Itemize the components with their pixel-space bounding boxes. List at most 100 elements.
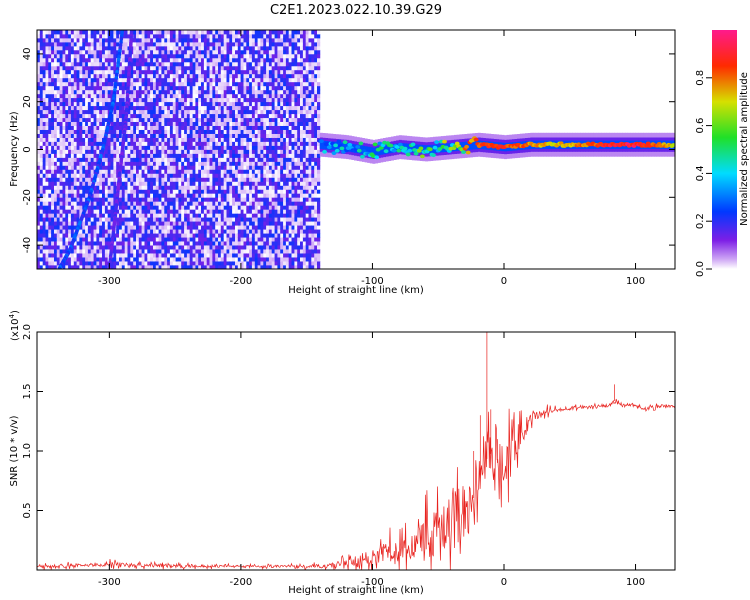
spectrogram-cell (172, 261, 177, 266)
spectrogram-cell (42, 97, 46, 103)
spectrogram-cell (206, 125, 210, 130)
spectrogram-cell (133, 69, 137, 75)
spectrogram-cell (153, 161, 157, 166)
spectrogram-cell (260, 45, 264, 51)
spectrogram-cell (229, 30, 233, 35)
spectrogram-cell (257, 129, 261, 134)
spectrogram-cell (54, 161, 58, 166)
spectrogram-cell (164, 201, 168, 206)
spectrogram-cell (181, 117, 185, 122)
spectrogram-cell (223, 45, 227, 51)
spectrogram-cell (133, 157, 137, 162)
spectrogram-cell (39, 133, 44, 138)
spectrogram-cell (206, 193, 210, 198)
spectrogram-cell (116, 153, 120, 158)
spectrogram-cell (237, 265, 242, 269)
spectrogram-cell (87, 141, 92, 146)
spectrogram-cell (54, 221, 58, 226)
spectrogram-cell (181, 93, 185, 99)
spectrogram-cell (124, 65, 128, 71)
spectrogram-cell (147, 89, 151, 95)
spectrogram-cell (198, 213, 202, 218)
spectrogram-cell (178, 205, 182, 210)
spectrogram-cell (121, 65, 126, 71)
spectrogram-cell (161, 133, 165, 138)
spectrogram-cell (184, 85, 188, 91)
spectrogram-cell (206, 249, 210, 254)
spectrogram-cell (172, 65, 177, 71)
spectrogram-cell (223, 185, 227, 190)
spectrogram-cell (150, 69, 154, 75)
spectrogram-cell (124, 45, 128, 51)
spectrogram-cell (147, 225, 151, 230)
spectrogram-cell (184, 133, 188, 138)
spectrogram-cell (121, 237, 126, 242)
spectrogram-cell (62, 49, 66, 55)
spectrogram-cell (212, 121, 216, 126)
spectrogram-cell (153, 249, 157, 254)
spectrogram-cell (226, 53, 230, 59)
spectrogram-cell (184, 249, 188, 254)
spectrogram-cell (186, 169, 191, 174)
spectrogram-cell (235, 185, 239, 190)
spectrogram-cell (144, 141, 148, 146)
spectrogram-cell (246, 161, 250, 166)
spectrogram-cell (263, 30, 267, 35)
spectrogram-cell (54, 129, 58, 134)
spectrogram-cell (133, 217, 137, 222)
spectrogram-cell (212, 101, 216, 107)
spectrogram-cell (45, 53, 49, 59)
spectrogram-cell (87, 217, 92, 222)
spectrogram-cell (144, 217, 148, 222)
spectrogram-cell (68, 42, 72, 47)
spectrogram-cell (186, 125, 191, 130)
spectrogram-cell (249, 217, 253, 222)
spectrogram-cell (87, 73, 92, 79)
spectrogram-cell (73, 73, 78, 79)
spectrogram-cell (161, 177, 165, 182)
spectrogram-cell (104, 121, 109, 126)
spectrogram-cell (164, 42, 168, 47)
spectrogram-cell (215, 97, 219, 103)
spectrogram-cell (235, 129, 239, 134)
spectrogram-cell (76, 34, 80, 39)
spectrogram-cell (243, 42, 247, 47)
spectrogram-cell (235, 121, 239, 126)
spectrogram-cell (260, 125, 264, 130)
spectrogram-cell (266, 101, 270, 107)
spectrogram-cell (93, 81, 97, 87)
spectrogram-cell (110, 201, 114, 206)
spectrogram-cell (76, 53, 80, 59)
spectrogram-cell (138, 137, 143, 142)
spectrogram-cell (254, 73, 259, 79)
spectrogram-cell (104, 45, 109, 51)
spectrogram-cell (121, 189, 126, 194)
spectrogram-cell (39, 89, 44, 95)
spectrogram-cell (229, 49, 233, 55)
spectrogram-cell (113, 137, 117, 142)
spectrogram-cell (175, 97, 179, 103)
spectrogram-cell (96, 93, 100, 99)
spectrogram-cell (229, 225, 233, 230)
spectrogram-cell (39, 77, 44, 83)
spectrogram-cell (184, 45, 188, 51)
spectrogram-cell (39, 81, 44, 87)
spectrogram-cell (186, 89, 191, 95)
spectrogram-cell (226, 205, 230, 210)
spectrogram-cell (178, 253, 182, 258)
spectrogram-cell (218, 217, 222, 222)
spectrogram-cell (138, 93, 143, 99)
spectrogram-cell (45, 261, 49, 266)
spectrogram-cell (232, 34, 236, 39)
spectrogram-cell (48, 193, 52, 198)
spectrogram-cell (240, 73, 244, 79)
spectrogram-cell (232, 209, 236, 214)
spectrogram-cell (153, 81, 157, 87)
spectrogram-cell (172, 42, 177, 47)
spectrogram-cell (186, 257, 191, 262)
spectrogram-cell (195, 101, 199, 107)
spectrogram-cell (116, 93, 120, 99)
spectrogram-cell (107, 181, 111, 186)
spectrogram-cell (246, 77, 250, 83)
spectrogram-cell (257, 69, 261, 75)
